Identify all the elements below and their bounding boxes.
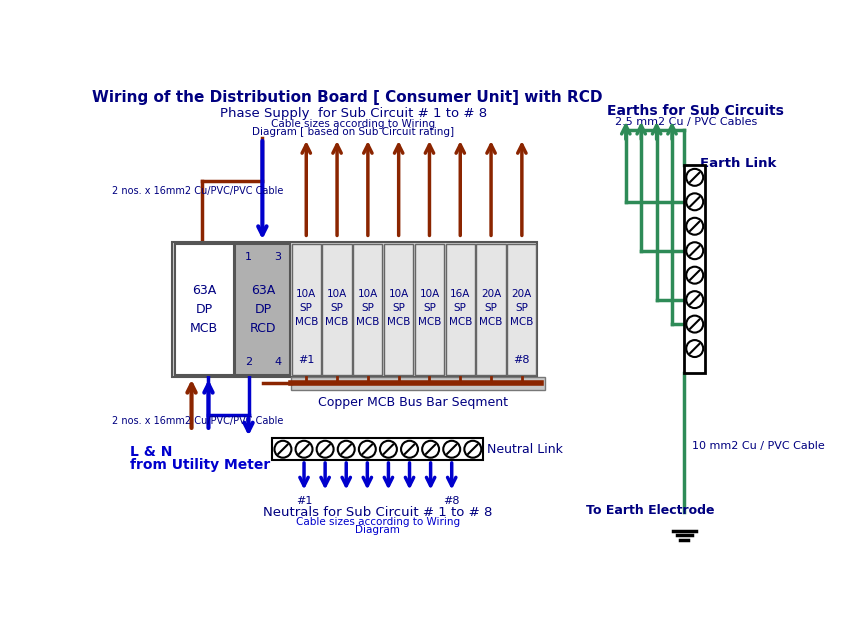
Circle shape: [401, 441, 418, 457]
Bar: [174, 244, 234, 375]
Circle shape: [686, 242, 703, 259]
Bar: [445, 244, 475, 375]
Circle shape: [686, 218, 703, 235]
Bar: [684, 165, 705, 373]
Circle shape: [359, 441, 376, 457]
Circle shape: [275, 441, 292, 457]
Text: 1: 1: [245, 252, 252, 262]
Text: from Utility Meter: from Utility Meter: [130, 457, 270, 471]
Circle shape: [337, 441, 354, 457]
Circle shape: [443, 441, 460, 457]
Bar: [272, 438, 484, 460]
Circle shape: [686, 291, 703, 308]
Bar: [384, 244, 413, 375]
Text: 10A
SP
MCB: 10A SP MCB: [418, 288, 441, 327]
Bar: [354, 244, 382, 375]
Circle shape: [686, 340, 703, 357]
Text: 2: 2: [245, 357, 252, 367]
Bar: [415, 244, 444, 375]
Text: 10 mm2 Cu / PVC Cable: 10 mm2 Cu / PVC Cable: [692, 441, 824, 451]
Bar: [322, 244, 352, 375]
Circle shape: [380, 441, 397, 457]
Text: Neutrals for Sub Circuit # 1 to # 8: Neutrals for Sub Circuit # 1 to # 8: [264, 506, 492, 519]
Text: #1: #1: [296, 496, 312, 506]
Text: 10A
SP
MCB: 10A SP MCB: [356, 288, 380, 327]
Text: Neutral Link: Neutral Link: [487, 443, 563, 456]
Text: 2 nos. x 16mm2 Cu/PVC/PVC Cable: 2 nos. x 16mm2 Cu/PVC/PVC Cable: [112, 416, 284, 426]
Bar: [477, 244, 506, 375]
Text: Wiring of the Distribution Board [ Consumer Unit] with RCD: Wiring of the Distribution Board [ Consu…: [92, 91, 603, 105]
Text: 10A
SP
MCB: 10A SP MCB: [387, 288, 411, 327]
Text: #1: #1: [298, 355, 314, 366]
Bar: [291, 377, 545, 390]
Text: Diagram [ based on Sub Circuit rating]: Diagram [ based on Sub Circuit rating]: [252, 126, 454, 137]
Bar: [507, 244, 536, 375]
Text: Cable sizes according to Wiring: Cable sizes according to Wiring: [271, 119, 435, 129]
Bar: [292, 244, 321, 375]
Circle shape: [317, 441, 333, 457]
Text: 4: 4: [275, 357, 281, 367]
Circle shape: [422, 441, 439, 457]
Text: Earths for Sub Circuits: Earths for Sub Circuits: [608, 103, 785, 117]
Text: #8: #8: [444, 496, 460, 506]
Circle shape: [686, 316, 703, 332]
Text: 10A
SP
MCB: 10A SP MCB: [326, 288, 348, 327]
Bar: [172, 242, 537, 377]
Circle shape: [686, 193, 703, 211]
Text: Cable sizes according to Wiring: Cable sizes according to Wiring: [296, 517, 460, 527]
Text: 63A
DP
RCD: 63A DP RCD: [250, 285, 276, 336]
Text: Phase Supply  for Sub Circuit # 1 to # 8: Phase Supply for Sub Circuit # 1 to # 8: [219, 107, 487, 121]
Text: Copper MCB Bus Bar Seqment: Copper MCB Bus Bar Seqment: [318, 396, 507, 409]
Text: #8: #8: [513, 355, 530, 366]
Text: Earth Link: Earth Link: [700, 158, 776, 170]
Text: 20A
SP
MCB: 20A SP MCB: [510, 288, 534, 327]
Text: 10A
SP
MCB: 10A SP MCB: [295, 288, 318, 327]
Text: To Earth Electrode: To Earth Electrode: [586, 504, 714, 517]
Text: 2 nos. x 16mm2 Cu/PVC/PVC Cable: 2 nos. x 16mm2 Cu/PVC/PVC Cable: [112, 186, 284, 195]
Text: 2.5 mm2 Cu / PVC Cables: 2.5 mm2 Cu / PVC Cables: [615, 117, 757, 126]
Text: L & N: L & N: [130, 445, 173, 459]
Text: Diagram: Diagram: [355, 524, 400, 535]
Text: 16A
SP
MCB: 16A SP MCB: [449, 288, 472, 327]
Text: 20A
SP
MCB: 20A SP MCB: [479, 288, 502, 327]
Circle shape: [686, 169, 703, 186]
Circle shape: [296, 441, 313, 457]
Circle shape: [464, 441, 481, 457]
Bar: [235, 244, 290, 375]
Text: 63A
DP
MCB: 63A DP MCB: [190, 285, 218, 336]
Circle shape: [686, 267, 703, 284]
Text: 3: 3: [275, 252, 281, 262]
